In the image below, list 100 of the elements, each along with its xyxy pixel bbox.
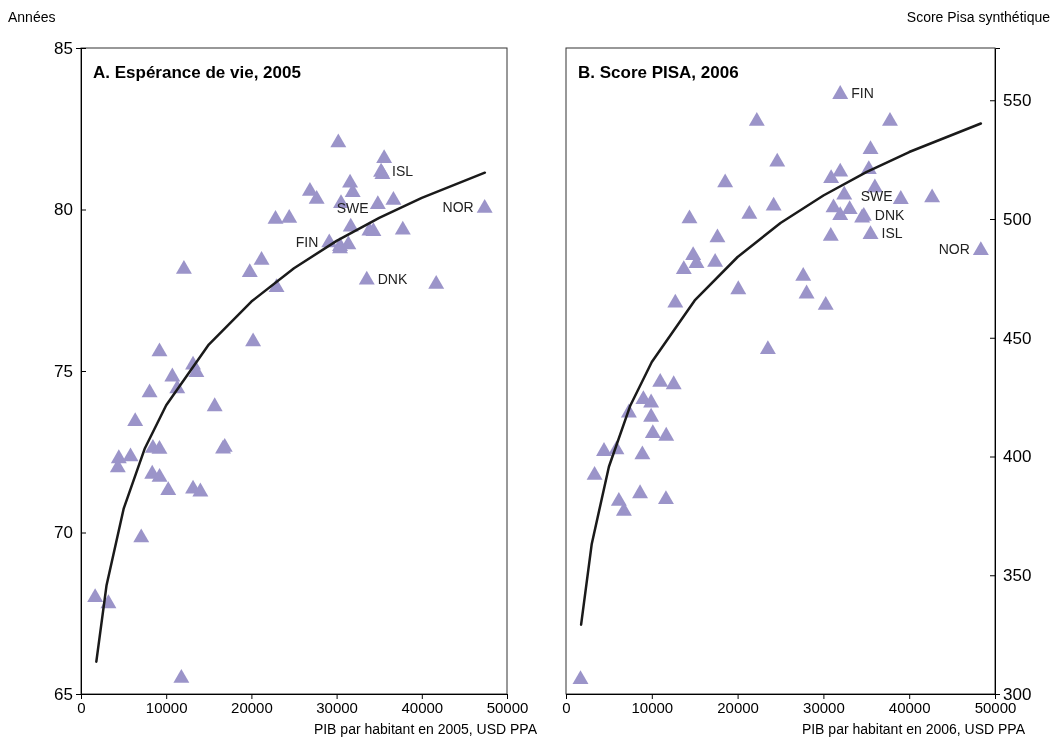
point [376,149,393,164]
point [241,263,258,278]
x-tick-label: 50000 [486,698,529,716]
point [394,220,411,235]
annotation: NOR [938,241,970,258]
annotation: FIN [851,85,874,102]
point [643,393,660,408]
point [301,181,318,196]
point [267,209,284,224]
text: B. Score PISA, 2006 [578,63,739,82]
y-tick-label: 300 [1003,684,1032,704]
point [369,195,386,209]
point [175,260,192,274]
x-tick-label: 40000 [888,698,931,716]
y-tick-label: 350 [1003,566,1032,586]
y-tick-label: 75 [54,361,73,381]
x-tick-label: 20000 [231,698,273,716]
point [308,189,325,204]
point [832,85,849,99]
point [596,442,612,456]
annotation: DNK [377,270,408,287]
annotation: FIN [295,233,319,250]
point [817,296,834,310]
point [836,185,853,200]
x-tick-label: 30000 [803,698,845,716]
y-tick-label: 500 [1003,209,1032,229]
point [652,372,669,387]
point [476,199,493,213]
point [823,169,840,183]
y-axis-title: Années [8,9,56,25]
point [707,253,724,267]
point [822,226,839,241]
point [832,162,849,177]
point [665,375,682,390]
point [667,293,684,308]
point [245,332,262,347]
x-tick-label: 20000 [717,698,759,716]
point [127,412,144,426]
point [862,140,879,155]
point [164,367,181,382]
x-axis-title: PIB par habitant en 2005, USD PPA [313,721,538,737]
annotation: SWE [336,200,369,217]
point [658,426,675,441]
point [87,588,104,603]
annotation: ISL [881,225,903,242]
point [634,445,651,460]
point [281,209,298,223]
line-series [579,122,983,626]
annotation: ISL [392,163,414,180]
y-tick-label: 65 [54,684,73,704]
point [572,670,589,685]
point [385,190,402,205]
point [173,668,190,683]
point [657,490,674,505]
point [160,481,177,496]
point [643,407,660,422]
point [675,260,692,274]
point [748,111,765,126]
point [253,251,270,265]
x-tick-label: 40000 [401,698,444,716]
point [759,340,776,354]
point [358,270,375,285]
point [709,228,726,243]
point [151,468,168,482]
point [841,200,858,215]
y-tick-label: 85 [54,38,73,58]
point [141,383,158,398]
point [133,528,150,543]
x-tick-label: 10000 [145,698,188,716]
point [122,447,139,462]
point [365,222,382,237]
y-tick-label: 70 [54,523,73,543]
point [632,484,649,499]
point [765,196,782,211]
y-tick-label: 450 [1003,328,1032,348]
point [428,274,445,289]
x-tick-label: 30000 [316,698,358,716]
point [798,284,815,299]
point [862,225,879,240]
point [151,342,168,357]
y-tick-label: 80 [54,200,73,220]
point [192,482,209,497]
annotation: DNK [874,207,906,224]
point [832,206,849,221]
annotation: SWE [860,187,893,204]
y-tick-label: 550 [1003,91,1032,111]
y-tick-label: 400 [1003,447,1032,467]
text: A. Espérance de vie, 2005 [93,63,301,82]
point [151,439,168,454]
point [769,152,786,167]
point [795,267,812,281]
point [206,397,223,412]
point [681,209,698,224]
point [717,173,734,188]
point [892,190,909,204]
point [730,280,747,295]
point [972,241,989,255]
point [741,205,758,219]
x-tick-label: 0 [77,698,86,716]
x-tick-label: 10000 [631,698,674,716]
